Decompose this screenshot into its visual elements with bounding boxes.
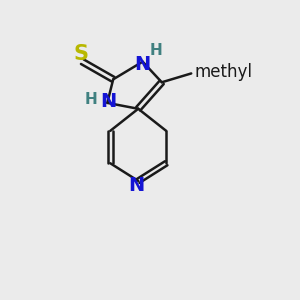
Text: N: N (101, 92, 117, 111)
Text: N: N (129, 176, 145, 195)
Text: N: N (134, 55, 151, 74)
Text: methyl: methyl (194, 63, 252, 81)
Text: H: H (85, 92, 98, 107)
Text: H: H (149, 43, 162, 58)
Text: S: S (73, 44, 88, 64)
